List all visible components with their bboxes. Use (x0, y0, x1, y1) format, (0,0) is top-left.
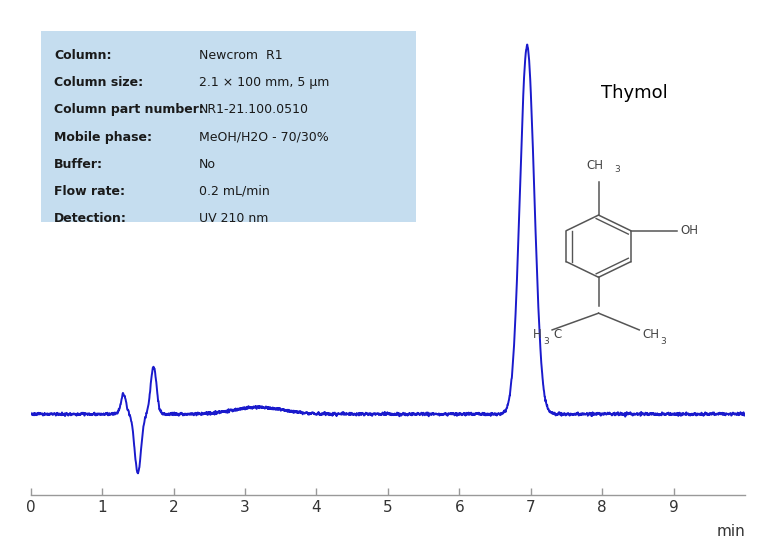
FancyBboxPatch shape (41, 31, 416, 222)
Text: Column part number:: Column part number: (55, 103, 204, 117)
Text: min: min (717, 524, 745, 538)
Text: 3: 3 (660, 337, 667, 346)
Text: Buffer:: Buffer: (55, 158, 103, 170)
Text: 2.1 × 100 mm, 5 μm: 2.1 × 100 mm, 5 μm (199, 76, 329, 89)
Text: H: H (533, 328, 541, 341)
Text: OH: OH (680, 224, 699, 237)
Text: Newcrom  R1: Newcrom R1 (199, 50, 282, 62)
Text: NR1-21.100.0510: NR1-21.100.0510 (199, 103, 309, 117)
Text: 3: 3 (543, 337, 548, 346)
Text: MeOH/H2O - 70/30%: MeOH/H2O - 70/30% (199, 130, 328, 144)
Text: UV 210 nm: UV 210 nm (199, 212, 268, 225)
Text: Column size:: Column size: (55, 76, 144, 89)
Text: C: C (554, 328, 562, 341)
Text: CH: CH (587, 159, 604, 172)
Text: 0.2 mL/min: 0.2 mL/min (199, 185, 270, 198)
Text: Detection:: Detection: (55, 212, 127, 225)
Text: CH: CH (643, 328, 660, 341)
Text: Thymol: Thymol (601, 84, 667, 102)
Text: Column:: Column: (55, 50, 112, 62)
Text: 3: 3 (614, 166, 620, 174)
Text: Flow rate:: Flow rate: (55, 185, 125, 198)
Text: No: No (199, 158, 216, 170)
Text: Mobile phase:: Mobile phase: (55, 130, 152, 144)
